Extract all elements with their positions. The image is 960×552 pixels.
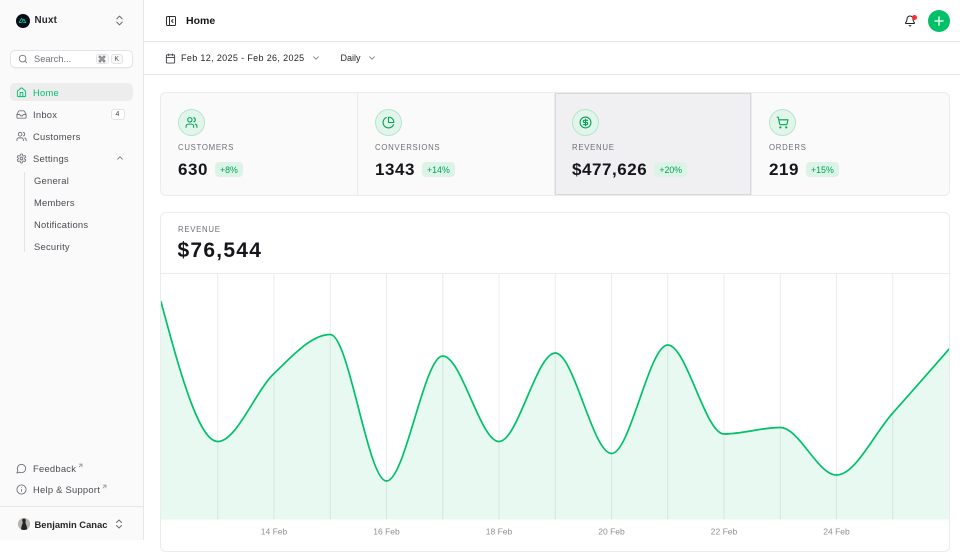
svg-text:24 Feb: 24 Feb xyxy=(823,527,850,537)
svg-text:22 Feb: 22 Feb xyxy=(711,527,738,537)
svg-text:16 Feb: 16 Feb xyxy=(373,527,400,537)
svg-text:20 Feb: 20 Feb xyxy=(598,527,625,537)
svg-text:14 Feb: 14 Feb xyxy=(261,527,288,537)
svg-text:18 Feb: 18 Feb xyxy=(486,527,513,537)
